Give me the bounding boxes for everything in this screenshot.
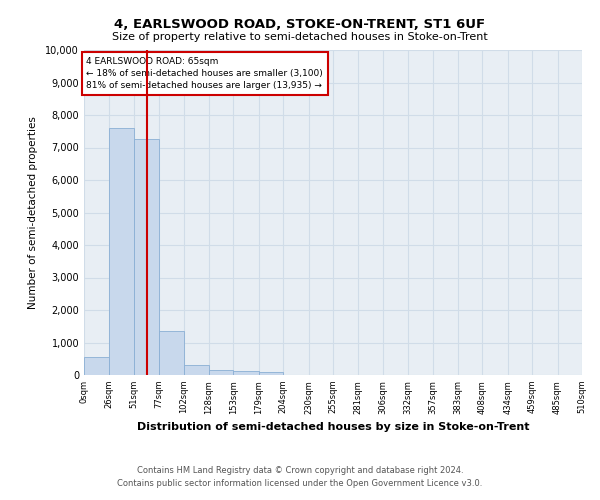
Y-axis label: Number of semi-detached properties: Number of semi-detached properties: [28, 116, 38, 309]
X-axis label: Distribution of semi-detached houses by size in Stoke-on-Trent: Distribution of semi-detached houses by …: [137, 422, 529, 432]
Text: Contains HM Land Registry data © Crown copyright and database right 2024.
Contai: Contains HM Land Registry data © Crown c…: [118, 466, 482, 487]
Bar: [159, 331, 184, 375]
Text: 4, EARLSWOOD ROAD, STOKE-ON-TRENT, ST1 6UF: 4, EARLSWOOD ROAD, STOKE-ON-TRENT, ST1 6…: [115, 18, 485, 30]
Bar: [84, 357, 109, 375]
Bar: [259, 372, 283, 375]
Bar: [109, 128, 134, 375]
Text: 4 EARLSWOOD ROAD: 65sqm
← 18% of semi-detached houses are smaller (3,100)
81% of: 4 EARLSWOOD ROAD: 65sqm ← 18% of semi-de…: [86, 56, 323, 90]
Bar: [209, 370, 233, 375]
Text: Size of property relative to semi-detached houses in Stoke-on-Trent: Size of property relative to semi-detach…: [112, 32, 488, 42]
Bar: [134, 140, 159, 375]
Bar: [184, 365, 209, 375]
Bar: [233, 371, 259, 375]
